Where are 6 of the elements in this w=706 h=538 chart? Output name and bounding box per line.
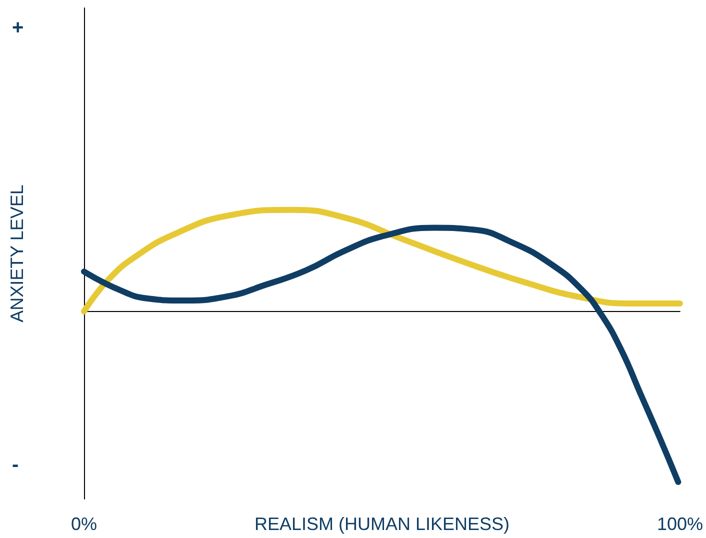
text: + (12, 17, 24, 39)
x-axis-title: REALISM (HUMAN LIKENESS) (254, 514, 510, 534)
x-tick-label: 100% (656, 514, 704, 534)
text: - (12, 454, 19, 476)
y-axis-title: ANXIETY LEVEL (7, 184, 27, 322)
x-tick-label: 0% (70, 514, 98, 534)
